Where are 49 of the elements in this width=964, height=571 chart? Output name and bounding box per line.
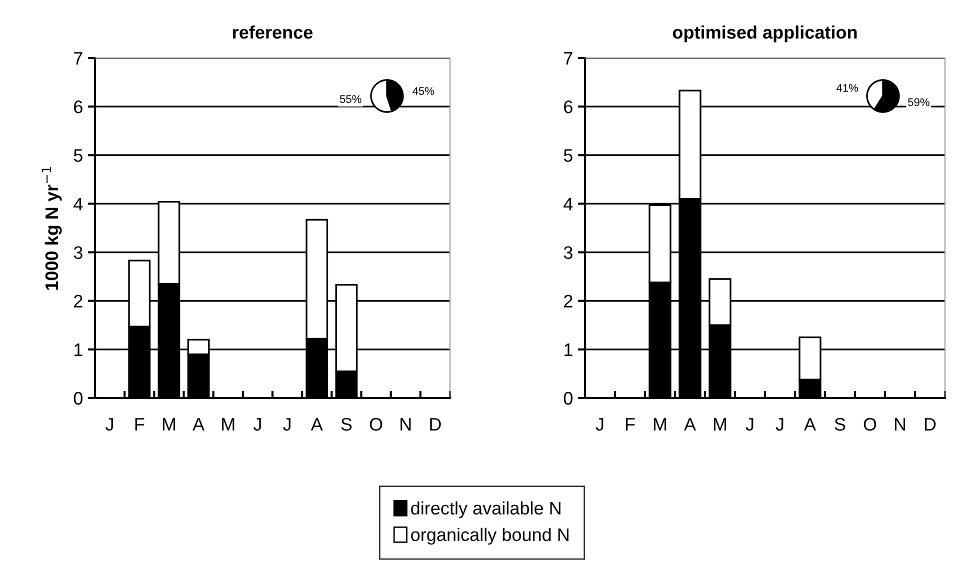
y-tick-label: 7 bbox=[74, 52, 82, 65]
y-tick-label: 2 bbox=[564, 294, 572, 308]
y-tick-label: 5 bbox=[74, 149, 82, 162]
y-tick-label: 1 bbox=[74, 344, 82, 356]
y-tick-label: 6 bbox=[564, 100, 572, 114]
x-tick-label: N bbox=[894, 418, 906, 431]
x-tick-label: D bbox=[430, 418, 441, 431]
y-tick-label: 0 bbox=[564, 392, 572, 405]
data-label: 41% bbox=[836, 84, 858, 92]
x-tick-label: J bbox=[253, 418, 261, 431]
x-tick-label: F bbox=[626, 418, 635, 431]
x-tick-label: J bbox=[776, 418, 784, 431]
x-tick-label: A bbox=[192, 418, 205, 431]
x-tick-label: M bbox=[162, 418, 175, 431]
x-tick-label: S bbox=[341, 418, 352, 431]
chart-title: reference bbox=[233, 25, 313, 39]
y-tick-label: 5 bbox=[564, 149, 572, 162]
y-tick-label: 1 bbox=[564, 344, 572, 356]
x-tick-label: A bbox=[804, 418, 816, 431]
x-tick-label: O bbox=[864, 418, 876, 431]
y-tick-label: 0 bbox=[74, 392, 82, 405]
x-tick-label: F bbox=[135, 418, 144, 431]
data-label: 45% bbox=[412, 87, 434, 95]
x-tick-label: S bbox=[834, 418, 846, 431]
x-tick-label: A bbox=[684, 418, 696, 431]
x-tick-label: J bbox=[283, 418, 290, 431]
x-tick-label: O bbox=[370, 418, 382, 431]
y-tick-label: 4 bbox=[74, 198, 83, 210]
x-tick-label: N bbox=[400, 418, 411, 431]
x-tick-label: J bbox=[746, 418, 754, 431]
x-tick-label: M bbox=[222, 418, 234, 431]
chart-title: optimised application bbox=[672, 25, 857, 42]
data-label: 55% bbox=[340, 95, 362, 103]
y-tick-label: 7 bbox=[564, 52, 572, 65]
y-tick-label: 3 bbox=[564, 246, 572, 260]
y-axis-title: 1000 kg N yr$^{−1}$ bbox=[42, 166, 62, 290]
legend-label: organically bound N bbox=[411, 528, 568, 545]
legend-label: directly available N bbox=[411, 501, 560, 518]
y-tick-label: 3 bbox=[74, 246, 82, 260]
x-tick-label: D bbox=[924, 418, 936, 431]
y-tick-label: 6 bbox=[74, 100, 82, 114]
y-tick-label: 4 bbox=[564, 198, 573, 210]
x-tick-label: A bbox=[310, 418, 323, 431]
x-tick-label: J bbox=[106, 418, 113, 431]
y-tick-label: 2 bbox=[74, 294, 82, 308]
x-tick-label: M bbox=[714, 418, 726, 431]
x-tick-label: M bbox=[654, 418, 666, 431]
data-label: 59% bbox=[908, 98, 930, 106]
x-tick-label: J bbox=[596, 418, 604, 431]
